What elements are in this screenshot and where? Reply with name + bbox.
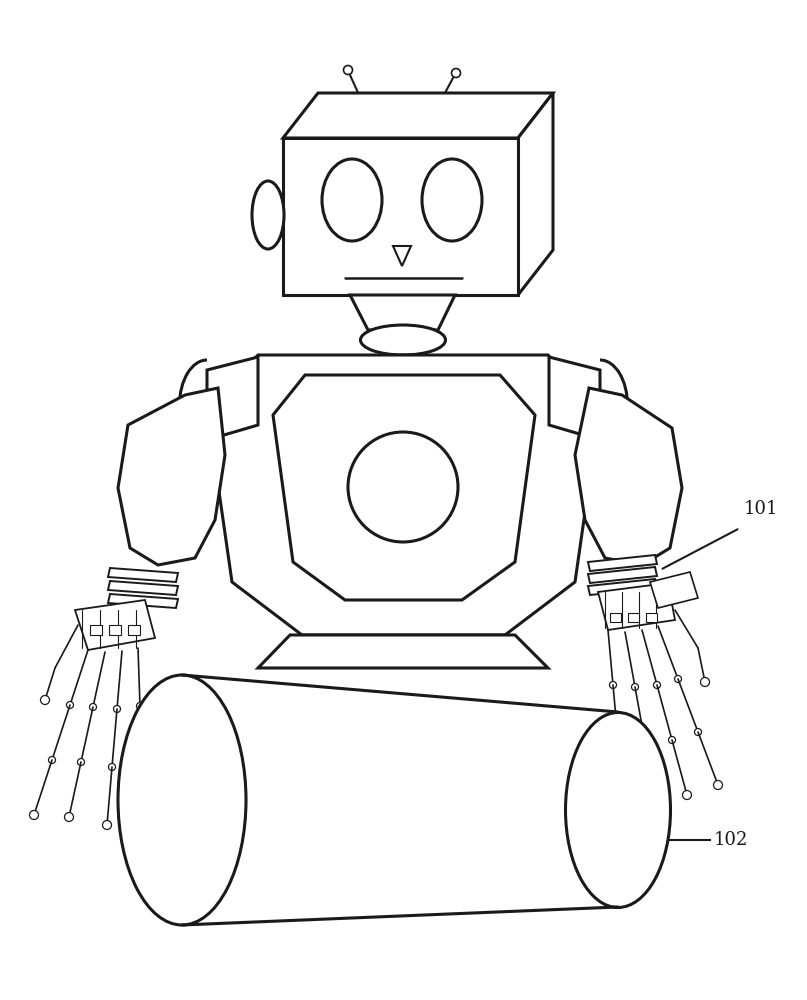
Ellipse shape bbox=[620, 792, 626, 798]
Ellipse shape bbox=[348, 432, 458, 542]
Ellipse shape bbox=[714, 782, 721, 788]
Ellipse shape bbox=[136, 702, 144, 710]
Polygon shape bbox=[207, 355, 600, 635]
Ellipse shape bbox=[609, 682, 617, 688]
Ellipse shape bbox=[618, 790, 628, 800]
Polygon shape bbox=[518, 93, 553, 295]
Ellipse shape bbox=[102, 820, 111, 830]
Bar bbox=[610, 613, 621, 622]
Bar bbox=[128, 625, 140, 635]
Ellipse shape bbox=[642, 738, 649, 746]
Ellipse shape bbox=[632, 684, 638, 690]
Ellipse shape bbox=[252, 181, 284, 249]
Ellipse shape bbox=[344, 66, 353, 75]
Polygon shape bbox=[108, 568, 178, 582]
Polygon shape bbox=[118, 388, 225, 565]
Bar bbox=[628, 613, 639, 622]
Polygon shape bbox=[108, 594, 178, 608]
Bar bbox=[90, 625, 102, 635]
Ellipse shape bbox=[700, 678, 709, 686]
Polygon shape bbox=[108, 581, 178, 595]
Ellipse shape bbox=[40, 696, 49, 704]
Polygon shape bbox=[598, 583, 675, 630]
Ellipse shape bbox=[422, 159, 482, 241]
Ellipse shape bbox=[114, 706, 120, 712]
Ellipse shape bbox=[566, 712, 671, 908]
Ellipse shape bbox=[66, 702, 73, 708]
Polygon shape bbox=[393, 246, 411, 266]
Bar bbox=[109, 625, 121, 635]
Ellipse shape bbox=[683, 790, 692, 800]
Polygon shape bbox=[273, 375, 535, 600]
Ellipse shape bbox=[108, 764, 115, 770]
Polygon shape bbox=[207, 357, 258, 440]
Ellipse shape bbox=[654, 682, 660, 688]
Polygon shape bbox=[650, 572, 698, 608]
Ellipse shape bbox=[684, 792, 691, 798]
Polygon shape bbox=[549, 357, 600, 440]
Ellipse shape bbox=[451, 68, 461, 78]
Ellipse shape bbox=[322, 159, 382, 241]
Polygon shape bbox=[283, 138, 518, 295]
Ellipse shape bbox=[361, 325, 445, 355]
Ellipse shape bbox=[675, 676, 681, 682]
Ellipse shape bbox=[668, 736, 675, 744]
Text: 101: 101 bbox=[744, 500, 779, 518]
Ellipse shape bbox=[65, 814, 73, 820]
Ellipse shape bbox=[713, 780, 722, 790]
Polygon shape bbox=[350, 295, 455, 330]
Ellipse shape bbox=[140, 818, 148, 826]
Ellipse shape bbox=[362, 127, 437, 169]
Ellipse shape bbox=[140, 818, 148, 826]
Ellipse shape bbox=[48, 756, 56, 764]
Polygon shape bbox=[588, 579, 657, 595]
Bar bbox=[646, 613, 657, 622]
Polygon shape bbox=[258, 635, 548, 668]
Ellipse shape bbox=[651, 794, 659, 800]
Polygon shape bbox=[575, 388, 682, 565]
Ellipse shape bbox=[90, 704, 97, 710]
Ellipse shape bbox=[614, 736, 621, 744]
Polygon shape bbox=[75, 600, 155, 650]
Ellipse shape bbox=[77, 758, 85, 766]
Polygon shape bbox=[283, 93, 553, 138]
Ellipse shape bbox=[650, 792, 659, 802]
Ellipse shape bbox=[65, 812, 73, 822]
Ellipse shape bbox=[118, 675, 246, 925]
Polygon shape bbox=[588, 555, 657, 571]
Ellipse shape bbox=[103, 822, 111, 828]
Ellipse shape bbox=[31, 812, 37, 818]
Polygon shape bbox=[588, 567, 657, 583]
Ellipse shape bbox=[695, 728, 701, 736]
Text: 102: 102 bbox=[714, 831, 748, 849]
Ellipse shape bbox=[30, 810, 39, 820]
Ellipse shape bbox=[139, 760, 145, 768]
